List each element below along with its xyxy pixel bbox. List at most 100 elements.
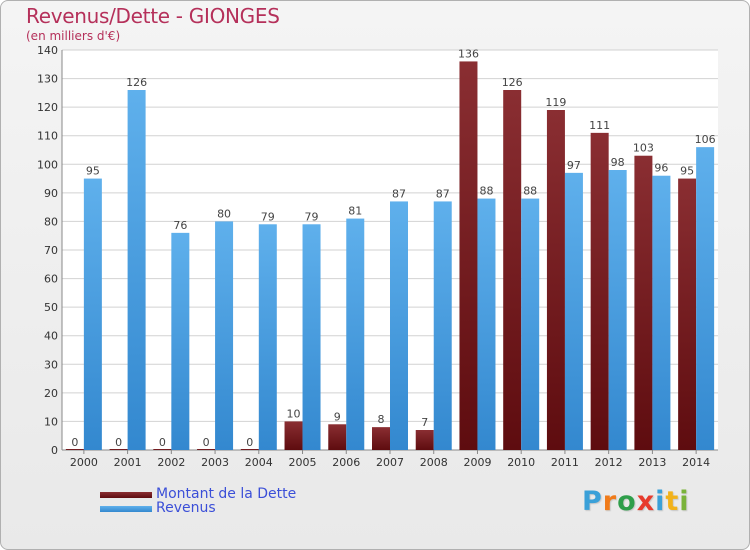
bar-dette <box>284 421 303 450</box>
y-tick-label: 70 <box>44 244 58 257</box>
bar-dette <box>459 61 478 451</box>
data-label-dette: 7 <box>421 416 428 429</box>
legend-label-dette: Montant de la Dette <box>156 486 297 502</box>
bar-revenus <box>608 170 627 450</box>
bar-revenus <box>433 201 452 450</box>
bar-revenus <box>302 224 321 450</box>
x-tick-label: 2006 <box>332 456 360 469</box>
y-tick-label: 100 <box>37 158 58 171</box>
bar-revenus <box>390 201 408 450</box>
x-tick-label: 2010 <box>507 456 535 469</box>
bar-dette <box>328 424 347 450</box>
data-label-revenus: 88 <box>479 185 493 198</box>
bar-revenus <box>564 172 583 450</box>
bar-dette <box>590 132 609 450</box>
bar-dette <box>197 449 216 450</box>
logo-letter: r <box>602 486 618 517</box>
x-tick-label: 2013 <box>638 456 666 469</box>
x-tick-label: 2005 <box>289 456 317 469</box>
bar-revenus <box>127 90 146 450</box>
bar-dette <box>634 155 653 450</box>
data-label-revenus: 88 <box>523 185 537 198</box>
logo-letter: i <box>655 486 666 517</box>
x-tick-label: 2009 <box>463 456 491 469</box>
bar-dette <box>65 449 84 450</box>
x-tick-label: 2000 <box>70 456 98 469</box>
y-tick-label: 120 <box>37 101 58 114</box>
data-label-revenus: 81 <box>348 205 362 218</box>
data-label-revenus: 97 <box>567 159 581 172</box>
x-tick-label: 2012 <box>595 456 623 469</box>
data-label-revenus: 87 <box>436 187 450 200</box>
bar-dette <box>546 110 565 450</box>
legend-label-revenus: Revenus <box>156 500 216 516</box>
data-label-dette: 0 <box>246 436 253 449</box>
bar-dette <box>503 90 522 450</box>
bar-revenus <box>83 178 102 451</box>
x-tick-label: 2004 <box>245 456 273 469</box>
y-tick-label: 40 <box>44 330 58 343</box>
x-tick-label: 2014 <box>682 456 710 469</box>
data-label-dette: 0 <box>71 436 78 449</box>
data-label-revenus: 76 <box>173 219 187 232</box>
data-label-revenus: 80 <box>217 207 231 220</box>
logo-letter: x <box>636 486 656 517</box>
logo-letter: i <box>679 486 690 517</box>
y-tick-label: 60 <box>44 273 58 286</box>
bar-dette <box>372 427 390 450</box>
bar-revenus <box>696 147 715 450</box>
bar-revenus <box>521 198 540 450</box>
bar-revenus <box>346 218 365 450</box>
data-label-revenus: 96 <box>654 162 668 175</box>
data-label-revenus: 87 <box>392 187 406 200</box>
legend-swatch-dette <box>100 492 152 498</box>
y-tick-label: 0 <box>51 444 58 457</box>
y-tick-label: 130 <box>37 73 58 86</box>
data-label-dette: 126 <box>502 76 523 89</box>
x-tick-label: 2011 <box>551 456 579 469</box>
y-tick-label: 20 <box>44 387 58 400</box>
data-label-revenus: 126 <box>126 76 147 89</box>
data-label-dette: 95 <box>680 165 694 178</box>
bar-revenus <box>258 224 277 450</box>
chart-subtitle: (en milliers d'€) <box>26 29 121 43</box>
x-tick-label: 2007 <box>376 456 404 469</box>
logo-letter: o <box>617 486 637 517</box>
bar-revenus <box>171 232 190 450</box>
data-label-dette: 103 <box>633 142 654 155</box>
bar-dette <box>415 430 434 450</box>
data-label-revenus: 106 <box>695 133 716 146</box>
data-label-dette: 111 <box>589 119 610 132</box>
data-label-dette: 0 <box>115 436 122 449</box>
x-tick-label: 2001 <box>114 456 142 469</box>
data-label-dette: 10 <box>287 407 301 420</box>
bar-dette <box>153 449 172 450</box>
data-label-revenus: 79 <box>261 210 275 223</box>
bar-revenus <box>215 221 234 450</box>
y-tick-label: 30 <box>44 358 58 371</box>
y-tick-label: 10 <box>44 415 58 428</box>
bar-revenus <box>477 198 496 450</box>
data-label-dette: 119 <box>545 96 566 109</box>
data-label-dette: 0 <box>203 436 210 449</box>
legend-swatch-revenus <box>100 506 152 512</box>
x-tick-label: 2008 <box>420 456 448 469</box>
bar-dette <box>240 449 259 450</box>
y-tick-label: 140 <box>37 44 58 57</box>
bar-dette <box>109 449 128 450</box>
data-label-revenus: 79 <box>305 210 319 223</box>
logo-letter: t <box>665 486 680 517</box>
y-tick-label: 80 <box>44 215 58 228</box>
y-tick-label: 110 <box>37 130 58 143</box>
x-tick-label: 2003 <box>201 456 229 469</box>
data-label-dette: 8 <box>378 413 385 426</box>
chart-title: Revenus/Dette - GIONGES <box>26 4 280 28</box>
data-label-dette: 9 <box>334 410 341 423</box>
y-tick-label: 50 <box>44 301 58 314</box>
y-tick-label: 90 <box>44 187 58 200</box>
bar-dette <box>678 178 697 451</box>
data-label-revenus: 95 <box>86 165 100 178</box>
bar-revenus <box>652 175 671 450</box>
data-label-dette: 136 <box>458 47 479 60</box>
